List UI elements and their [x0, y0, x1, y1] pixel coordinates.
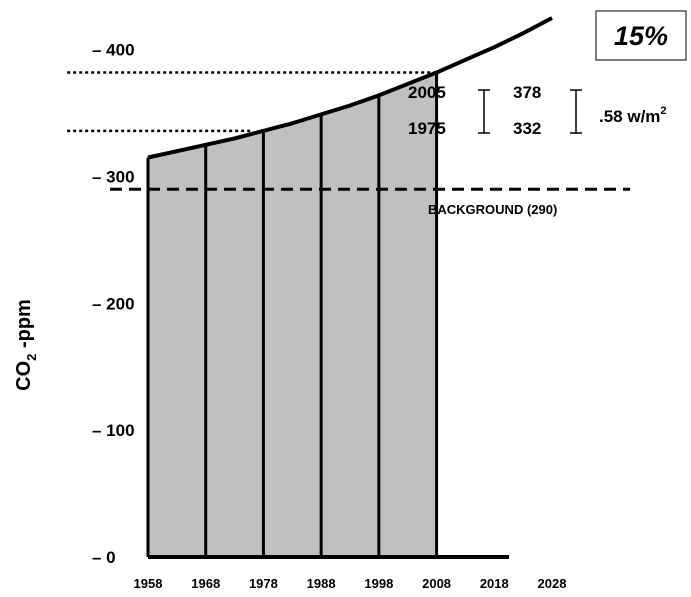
bracket-values [570, 89, 582, 134]
annotation-forcing-superscript: 2 [660, 105, 666, 117]
x-tick-1958: 1958 [134, 576, 163, 591]
percent-box [595, 10, 687, 61]
y-tick-0: – 0 [92, 548, 116, 567]
x-tick-2008: 2008 [422, 576, 451, 591]
x-tick-2028: 2028 [538, 576, 567, 591]
annotation-value-332: 332 [513, 119, 541, 138]
y-tick-300: – 300 [92, 168, 135, 187]
x-tick-1968: 1968 [191, 576, 220, 591]
y-axis-label-subscript: 2 [24, 354, 39, 361]
x-tick-1978: 1978 [249, 576, 278, 591]
bracket-years [478, 89, 490, 134]
y-tick-100: – 100 [92, 421, 135, 440]
y-tick-400: – 400 [92, 41, 135, 60]
tick-layer: – 0 – 100 – 200 – 300 – 400 1958 1968 1978 1988 1… [92, 41, 566, 591]
x-tick-2018: 2018 [480, 576, 509, 591]
shaded-area [148, 72, 437, 557]
annotation-year-1975: 1975 [408, 119, 446, 138]
annotation-year-2005: 2005 [408, 83, 446, 102]
y-axis-label: CO2 -ppm [13, 299, 39, 391]
y-tick-200: – 200 [92, 294, 135, 313]
annotation-forcing: .58 w/m2 [599, 105, 667, 126]
background-label: BACKGROUND (290) [428, 202, 557, 217]
x-tick-1988: 1988 [307, 576, 336, 591]
annotation-value-378: 378 [513, 83, 541, 102]
percent-label: 15% [614, 21, 668, 51]
area-layer [148, 72, 437, 557]
line-layer [67, 16, 630, 559]
x-tick-1998: 1998 [364, 576, 393, 591]
co2-curve [147, 16, 553, 160]
